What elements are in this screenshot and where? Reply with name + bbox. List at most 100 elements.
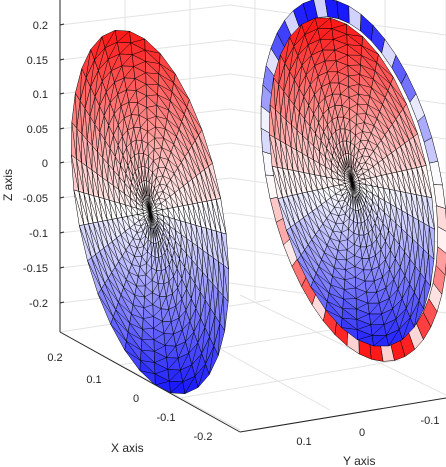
surface-edge <box>116 237 126 251</box>
surface-edge <box>124 66 134 78</box>
surface-edge <box>189 298 192 322</box>
surface-edge <box>128 271 139 277</box>
surface-edge <box>81 162 89 195</box>
surface-edge <box>277 167 288 197</box>
surface-edge <box>416 194 425 224</box>
surface-edge <box>374 70 391 85</box>
surface-edge <box>357 103 369 106</box>
surface-edge <box>369 213 373 230</box>
surface-edge <box>408 139 422 167</box>
surface-edge <box>345 266 355 271</box>
surface-edge <box>274 137 283 169</box>
surface-edge <box>125 173 131 190</box>
surface-edge <box>137 95 147 103</box>
surface-edge <box>122 255 132 265</box>
surface-edge <box>288 98 292 125</box>
surface-edge <box>143 143 149 154</box>
surface-edge <box>93 195 103 222</box>
surface-edge <box>71 154 80 192</box>
surface-edge <box>125 250 135 257</box>
surface-edge <box>193 308 197 333</box>
surface-edge <box>391 172 401 192</box>
surface-edge <box>141 153 144 167</box>
surface-edge <box>378 197 385 213</box>
surface-edge <box>97 221 109 245</box>
surface-edge <box>194 353 202 377</box>
surface-edge <box>200 172 212 201</box>
surface-edge <box>311 239 325 253</box>
surface-edge <box>331 105 336 120</box>
surface-edge <box>340 86 349 95</box>
surface-edge <box>168 241 173 259</box>
surface-edge <box>183 185 193 204</box>
surface-edge <box>348 83 360 87</box>
surface-edge <box>126 147 129 166</box>
surface-edge <box>320 140 326 158</box>
surface-edge <box>202 272 206 300</box>
surface-edge <box>78 191 89 224</box>
z-tick-label: 0 <box>42 158 48 170</box>
surface-edge <box>386 319 397 336</box>
surface-edge <box>378 287 387 304</box>
surface-edge <box>370 313 382 325</box>
surface-edge <box>358 180 367 185</box>
surface-edge <box>329 71 338 84</box>
surface-edge <box>336 145 340 160</box>
surface-edge <box>350 134 356 143</box>
surface-edge <box>412 239 416 266</box>
surface-edge <box>158 84 173 93</box>
surface-edge <box>418 220 424 250</box>
surface-edge <box>162 232 168 248</box>
surface-edge <box>212 284 216 316</box>
surface-edge <box>198 135 213 164</box>
surface-edge <box>103 198 113 220</box>
surface-edge <box>107 163 114 186</box>
surface-edge <box>145 226 150 237</box>
surface-edge <box>309 65 315 85</box>
surface-edge <box>402 317 411 340</box>
surface-edge <box>166 281 170 297</box>
surface-edge <box>345 207 351 215</box>
surface-edge <box>356 113 367 115</box>
surface-edge <box>147 126 156 132</box>
surface-edge <box>168 293 173 310</box>
surface-edge <box>376 277 383 293</box>
surface-edge <box>123 102 130 118</box>
surface-edge <box>94 36 103 60</box>
surface-edge <box>188 151 201 173</box>
surface-edge <box>294 223 309 245</box>
surface-edge <box>286 230 302 256</box>
z-tick-label: 0.2 <box>33 20 48 32</box>
surface-edge <box>162 309 169 322</box>
surface-edge <box>399 244 401 268</box>
surface-edge <box>153 333 164 341</box>
surface-edge <box>133 115 140 128</box>
surface-edge <box>154 243 157 258</box>
surface-edge <box>344 193 350 201</box>
surface-edge <box>89 87 91 117</box>
surface-edge <box>400 146 412 169</box>
surface-edge <box>147 228 151 240</box>
surface-edge <box>89 116 93 146</box>
surface-edge <box>297 34 306 56</box>
surface-edge <box>351 180 359 183</box>
surface-edge <box>325 309 343 319</box>
surface-edge <box>107 41 118 60</box>
surface-edge <box>315 273 331 285</box>
surface-edge <box>315 234 328 246</box>
surface-facet <box>367 302 382 315</box>
surface-edge <box>378 249 382 267</box>
surface-edge <box>323 131 327 149</box>
surface-edge <box>111 272 124 288</box>
surface-edge <box>156 257 159 271</box>
surface-edge <box>146 255 152 264</box>
surface-edge <box>103 115 106 141</box>
surface-edge <box>381 175 390 190</box>
surface-edge <box>341 228 349 233</box>
surface-edge <box>122 136 124 156</box>
surface-edge <box>303 74 307 97</box>
z-tick-label: -0.05 <box>23 193 48 205</box>
surface-edge <box>201 327 206 354</box>
surface-edge <box>153 157 161 161</box>
y-tick-label: 0 <box>359 427 365 439</box>
